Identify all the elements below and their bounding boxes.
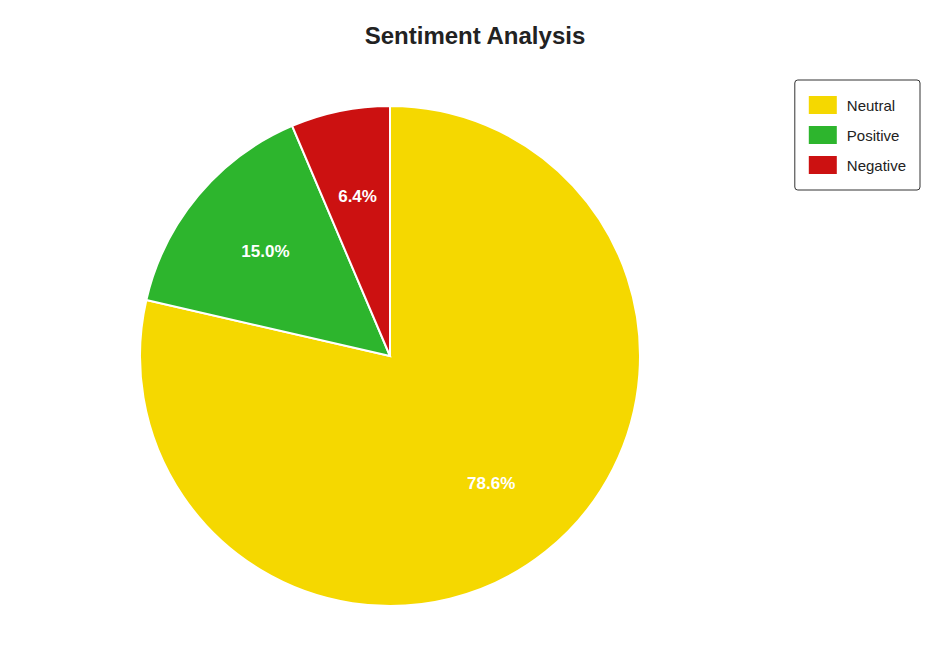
legend-label: Positive	[847, 127, 900, 144]
legend-swatch	[809, 126, 837, 144]
legend-swatch	[809, 156, 837, 174]
legend-label: Neutral	[847, 97, 895, 114]
chart-container: Sentiment Analysis 78.6% 15.0% 6.4% Neutral P…	[0, 0, 950, 662]
pie-slice	[292, 106, 390, 356]
legend-swatch	[809, 96, 837, 114]
title: Sentiment Analysis	[365, 22, 586, 49]
legend: Neutral Positive Negative	[795, 80, 920, 190]
slices	[140, 106, 640, 606]
data-label: 6.4%	[338, 187, 377, 206]
legend-label: Negative	[847, 157, 906, 174]
data-labels: 78.6% 15.0% 6.4%	[241, 187, 515, 492]
data-label: 78.6%	[467, 474, 515, 493]
chart: Sentiment Analysis 78.6% 15.0% 6.4% Neutral P…	[0, 0, 950, 662]
pie-slice	[140, 106, 640, 606]
data-label: 15.0%	[241, 242, 289, 261]
legend-frame	[795, 80, 920, 190]
